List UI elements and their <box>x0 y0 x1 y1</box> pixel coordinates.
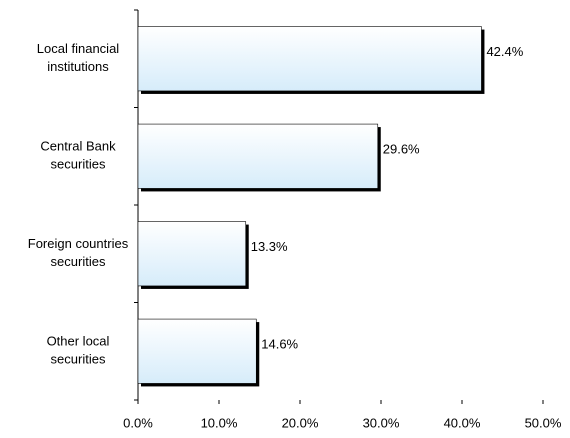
x-tick-label: 20.0% <box>282 415 319 430</box>
y-tick-label: Foreign countries securities <box>28 236 129 269</box>
y-tick-label-line: Other local <box>47 334 110 349</box>
y-tick-label-line: securities <box>51 254 106 269</box>
bar <box>137 221 247 287</box>
y-tick-label-line: Foreign countries <box>28 236 129 251</box>
y-tick-label: Central Bank securities <box>40 139 116 172</box>
value-label: 29.6% <box>383 142 420 157</box>
y-tick-label: Local financial institutions <box>37 41 119 74</box>
y-tick-label-line: securities <box>51 157 106 172</box>
bar <box>137 26 482 92</box>
bar <box>137 318 257 384</box>
value-label: 13.3% <box>251 239 288 254</box>
x-tick-label: 0.0% <box>123 415 153 430</box>
bar <box>137 123 379 189</box>
value-label: 14.6% <box>261 337 298 352</box>
x-tick-label: 50.0% <box>525 415 562 430</box>
x-tick-label: 40.0% <box>444 415 481 430</box>
y-tick-label-line: Central Bank <box>40 139 116 154</box>
value-label: 42.4% <box>486 44 523 59</box>
x-tick-label: 30.0% <box>363 415 400 430</box>
y-tick-label-line: institutions <box>47 59 109 74</box>
y-tick-label: Other local securities <box>47 334 110 367</box>
y-tick-label-line: securities <box>51 352 106 367</box>
y-tick-label-line: Local financial <box>37 41 119 56</box>
x-tick-label: 10.0% <box>201 415 238 430</box>
